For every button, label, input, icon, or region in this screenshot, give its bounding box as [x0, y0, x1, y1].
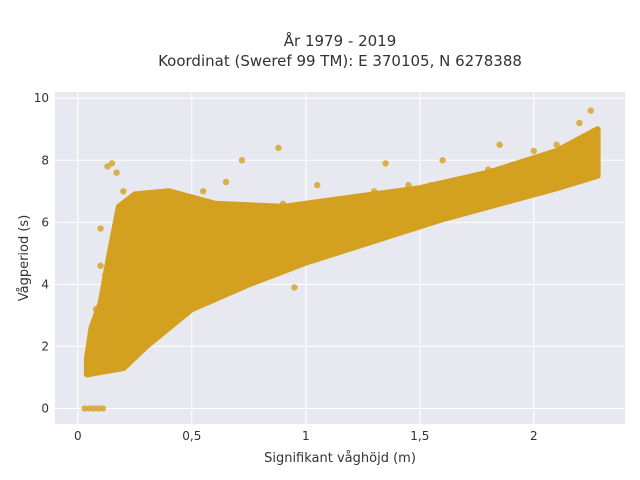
scatter-point — [113, 169, 120, 176]
scatter-point — [238, 157, 246, 164]
scatter-point — [124, 212, 132, 220]
scatter-point — [393, 200, 401, 207]
scatter-point — [314, 181, 321, 189]
scatter-point — [542, 169, 549, 176]
scatter-point — [530, 147, 537, 155]
scatter-point — [143, 312, 150, 319]
x-axis-label: Signifikant våghöjd (m) — [264, 451, 416, 466]
scatter-point — [371, 188, 378, 195]
scatter-point — [97, 262, 104, 269]
scatter-point — [97, 225, 104, 232]
scatter-point — [222, 178, 230, 186]
scatter-point — [81, 405, 88, 412]
y-tick-labels: 0 2 4 6 8 10 — [34, 91, 49, 415]
scatter-point — [291, 284, 298, 291]
scatter-point — [314, 250, 321, 257]
scatter-point — [86, 364, 93, 372]
y-axis-label: Vågperiod (s) — [17, 215, 32, 302]
scatter-point — [279, 200, 287, 207]
scatter-point — [86, 405, 93, 412]
scatter-point — [143, 265, 150, 273]
y-tick-label: 2 — [41, 339, 49, 353]
scatter-point — [108, 333, 116, 341]
y-tick-label: 10 — [34, 91, 49, 105]
scatter-point — [101, 324, 109, 332]
scatter-point — [108, 160, 116, 167]
scatter-point — [104, 163, 111, 170]
scatter-point — [275, 144, 282, 152]
scatter-point — [439, 157, 446, 164]
scatter-point — [101, 271, 109, 279]
scatter-point — [485, 166, 492, 173]
scatter-point — [576, 119, 583, 127]
scatter-point — [348, 197, 355, 204]
scatter-point — [131, 234, 138, 242]
scatter-point — [99, 405, 107, 412]
chart-title-line2: Koordinat (Sweref 99 TM): E 370105, N 62… — [158, 52, 522, 70]
scatter-point — [359, 225, 366, 232]
scatter-point — [108, 358, 116, 366]
scatter-point — [154, 250, 161, 257]
scatter-point — [462, 175, 469, 183]
scatter-point — [92, 305, 100, 313]
scatter-point — [177, 250, 184, 257]
scatter-point — [115, 312, 123, 319]
scatter-point — [302, 212, 309, 220]
scatter-point — [95, 405, 102, 412]
x-tick-label: 0 — [74, 429, 82, 443]
scatter-point — [473, 194, 480, 201]
x-tick-label: 0,5 — [182, 429, 201, 443]
scatter-point — [165, 188, 173, 195]
scatter-point — [177, 287, 184, 294]
scatter-points — [81, 107, 594, 412]
scatter-point — [120, 293, 127, 300]
scatter-point — [120, 188, 127, 195]
scatter-point — [507, 178, 515, 186]
x-tick-label: 1 — [302, 429, 310, 443]
scatter-point — [131, 281, 138, 288]
scatter-point — [88, 343, 95, 350]
scatter-point — [439, 197, 446, 204]
scatter-point — [257, 274, 264, 282]
x-tick-labels: 0 0,5 1 1,5 2 — [74, 429, 538, 443]
x-tick-label: 2 — [530, 429, 538, 443]
chart-title-line1: År 1979 - 2019 — [284, 31, 397, 50]
scatter-point — [496, 141, 503, 148]
scatter-point — [587, 107, 594, 114]
scatter-point — [90, 405, 97, 412]
scatter-point — [553, 141, 560, 148]
scatter-point — [257, 219, 264, 226]
scatter-point — [325, 203, 332, 211]
scatter-point — [211, 265, 218, 273]
scatter-point — [97, 337, 104, 344]
y-tick-label: 4 — [41, 277, 49, 291]
scatter-point — [154, 203, 161, 211]
scatter-point — [188, 203, 195, 211]
scatter-point — [382, 160, 389, 167]
scatter-point — [92, 352, 100, 359]
scatter-point — [101, 287, 109, 294]
x-tick-label: 1,5 — [410, 429, 429, 443]
scatter-point — [234, 234, 241, 242]
scatter-point — [200, 188, 207, 195]
y-tick-label: 8 — [41, 153, 49, 167]
scatter-point — [405, 181, 412, 189]
scatter-point — [519, 160, 526, 167]
y-tick-label: 6 — [41, 215, 49, 229]
scatter-point — [564, 153, 572, 161]
y-tick-label: 0 — [41, 401, 49, 415]
scatter-point — [211, 219, 218, 226]
scatter-point — [428, 181, 435, 189]
